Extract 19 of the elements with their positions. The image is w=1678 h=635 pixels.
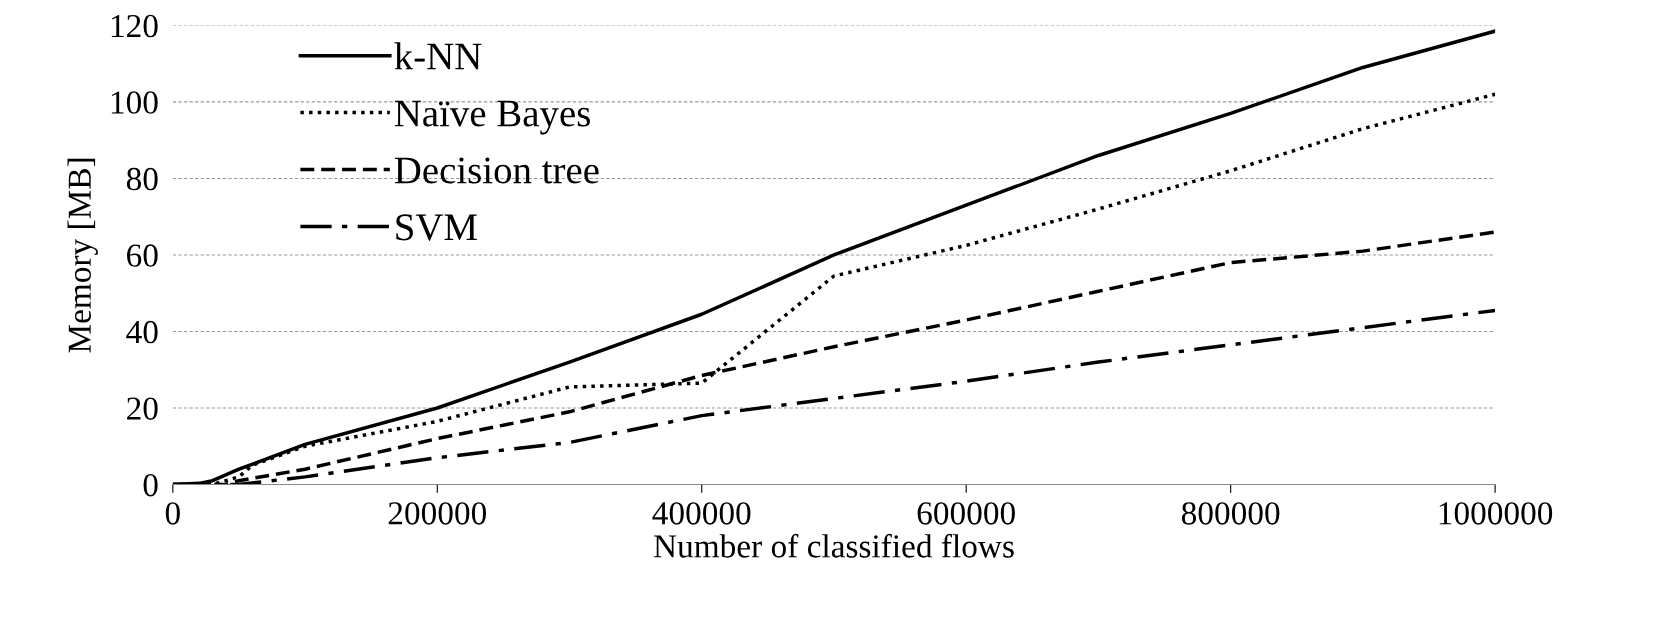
x-tick-label: 600000 <box>917 502 1015 525</box>
y-tick-label: 40 <box>126 320 158 344</box>
x-tick-label: 400000 <box>652 502 751 525</box>
x-tick-label: 200000 <box>388 502 487 525</box>
y-axis-title: Memory [MB] <box>67 158 98 353</box>
y-tick-label: 80 <box>126 167 158 191</box>
y-tick-label: 100 <box>111 91 158 114</box>
x-tick-label: 1000000 <box>1439 502 1553 525</box>
y-tick-label: 20 <box>127 397 158 420</box>
legend-label: Naïve Bayes <box>394 100 590 135</box>
x-axis-title: Number of classified flows <box>653 533 1014 558</box>
legend-label: Decision tree <box>394 157 599 184</box>
legend-label: k-NN <box>394 42 482 70</box>
y-tick-label: 120 <box>111 14 158 38</box>
y-tick-label: 60 <box>127 244 158 267</box>
y-tick-label: 0 <box>143 473 158 497</box>
x-tick-label: 800000 <box>1181 502 1280 525</box>
legend-label: SVM <box>396 214 477 241</box>
x-tick-label: 0 <box>165 502 180 525</box>
